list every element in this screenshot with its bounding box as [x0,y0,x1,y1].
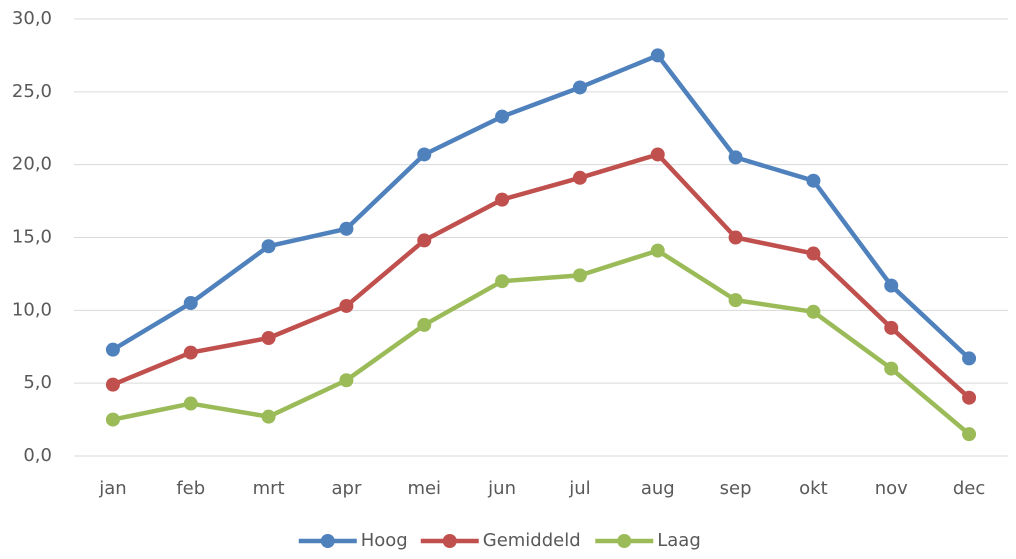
y-tick-label: 30,0 [12,8,52,29]
series-line [111,53,971,361]
legend-marker [617,534,632,548]
data-point [105,342,120,357]
x-tick-label: aug [641,478,675,499]
legend-marker [442,534,457,548]
series-line [112,152,971,400]
data-point [728,293,743,308]
y-tick-label: 20,0 [12,154,52,175]
data-point [962,351,977,366]
data-point [728,150,743,165]
data-point [728,230,743,245]
data-point [417,147,432,162]
data-point [183,345,198,360]
data-point [417,233,432,248]
x-tick-label: dec [953,478,985,499]
x-tick-label: sep [720,478,752,499]
legend-marker [320,534,335,548]
data-point [417,317,432,332]
data-point [806,246,821,261]
x-tick-label: mei [407,478,441,499]
x-tick-label: mrt [253,478,285,499]
data-point [339,298,354,313]
data-point [105,412,120,427]
data-point [884,320,899,335]
series-line [112,248,971,436]
data-point [962,427,977,442]
data-point [183,396,198,411]
y-tick-label: 0,0 [23,445,52,466]
data-point [806,304,821,319]
data-point [183,296,198,311]
data-point [105,377,120,392]
legend-label: Laag [657,530,701,551]
data-point [261,239,276,254]
legend-label: Gemiddeld [483,530,581,551]
y-tick-label: 15,0 [12,227,52,248]
data-point [650,48,665,63]
x-tick-label: nov [875,478,908,499]
data-point [650,243,665,258]
x-tick-label: apr [331,478,361,499]
data-point [572,170,587,185]
y-tick-label: 5,0 [23,372,52,393]
x-tick-label: jun [487,478,516,499]
data-point [339,373,354,388]
data-point [806,173,821,188]
data-point [884,361,899,376]
data-point [884,278,899,293]
data-point [261,409,276,424]
y-tick-label: 25,0 [12,81,52,102]
data-point [261,331,276,346]
x-tick-label: okt [799,478,828,499]
data-point [962,390,977,405]
x-tick-label: jul [568,478,590,499]
data-point [495,192,510,207]
data-point [572,268,587,283]
legend-label: Hoog [361,530,408,551]
x-tick-label: jan [98,478,126,499]
data-point [572,80,587,95]
y-tick-label: 10,0 [12,299,52,320]
x-tick-label: feb [176,478,205,499]
data-point [339,221,354,236]
data-point [650,147,665,162]
data-point [495,274,510,289]
data-point [495,109,510,124]
